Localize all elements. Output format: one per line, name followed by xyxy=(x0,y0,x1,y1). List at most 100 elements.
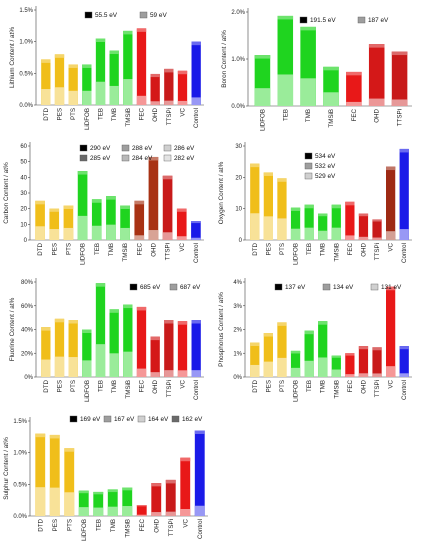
x-tick-label: TMSiB xyxy=(125,380,132,399)
bar-segment xyxy=(68,64,78,105)
bar-segment xyxy=(109,309,119,377)
legend-swatch xyxy=(299,16,308,24)
bar-dtd xyxy=(41,59,51,105)
bar-segment xyxy=(191,320,201,324)
bar-ttspi xyxy=(165,479,176,516)
y-tick-label: 60% xyxy=(21,304,34,310)
legend: 137 eV 134 eV 131 eV xyxy=(274,283,402,291)
bar-segment xyxy=(136,505,147,507)
legend-label: 59 eV xyxy=(150,12,167,19)
bar-segment xyxy=(134,235,145,240)
bar-tmsib xyxy=(323,66,339,106)
bar-segment xyxy=(277,357,287,377)
x-tick-label: PTS xyxy=(279,380,286,392)
legend-label: 191.5 eV xyxy=(310,17,336,24)
x-tick-label: OHD xyxy=(374,108,381,122)
bar-segment xyxy=(176,208,187,240)
legend-label: 282 eV xyxy=(174,155,195,162)
bar-segment xyxy=(109,309,119,313)
bar-segment xyxy=(64,448,75,516)
bar-ohd xyxy=(150,336,160,377)
legend: 55.5 eV 59 eV xyxy=(84,11,167,19)
bar-segment xyxy=(250,213,260,240)
bar-segment xyxy=(304,330,314,335)
bar-segment xyxy=(391,51,408,56)
bar-segment xyxy=(68,320,78,377)
bar-segment xyxy=(263,333,273,337)
panel-7: 0.0% 0.5% 1.0% 1.5% Sulphur Content / at% DTD… xyxy=(3,415,208,541)
bar-segment xyxy=(399,148,409,240)
x-tick-label: FEC xyxy=(347,242,354,255)
bar-pes xyxy=(263,172,273,240)
bar-segment xyxy=(122,506,133,516)
legend-swatch xyxy=(163,154,172,162)
bar-segment xyxy=(304,360,314,377)
bar-segment xyxy=(263,361,273,377)
bar-segment xyxy=(191,97,201,105)
bar-segment xyxy=(277,74,294,106)
x-tick-label: TTSPi xyxy=(397,109,404,126)
bar-segment xyxy=(399,346,409,377)
bar-segment xyxy=(82,360,92,377)
x-tick-label: PTS xyxy=(65,243,72,255)
bar-teb xyxy=(93,491,104,516)
bar-segment xyxy=(346,71,362,106)
bar-segment xyxy=(318,357,328,377)
legend-swatch xyxy=(139,11,148,19)
legend-label: 532 eV xyxy=(315,163,336,170)
bar-segment xyxy=(345,374,355,377)
bar-ohd xyxy=(358,346,369,377)
x-tick-label: TMSiB xyxy=(333,380,340,399)
x-tick-label: PTS xyxy=(66,519,73,531)
bar-segment xyxy=(386,166,396,171)
bar-segment xyxy=(399,373,409,377)
bar-ohd xyxy=(150,73,160,105)
bar-tmsib xyxy=(331,204,341,240)
x-tick-label: OHD xyxy=(150,242,157,256)
y-tick-label: 10 xyxy=(20,222,27,228)
bar-segment xyxy=(78,490,89,494)
bar-fec xyxy=(136,505,147,516)
x-tick-label: TTSPi xyxy=(374,243,381,260)
bar-segment xyxy=(358,346,369,377)
bar-segment xyxy=(49,229,60,240)
bar-segment xyxy=(49,434,60,516)
bar-segment xyxy=(95,344,106,377)
bar-segment xyxy=(331,227,341,240)
bar-segment xyxy=(35,433,46,516)
x-tick-label: DTD xyxy=(37,242,44,255)
bar-segment xyxy=(277,178,287,182)
bar-tmsib xyxy=(123,30,133,105)
legend-label: 55.5 eV xyxy=(95,12,118,19)
bar-segment xyxy=(123,304,133,377)
bar-segment xyxy=(63,205,74,209)
x-tick-label: Control xyxy=(193,243,200,263)
legend-swatch xyxy=(137,415,146,423)
bar-segment xyxy=(82,329,92,377)
bar-segment xyxy=(64,448,75,452)
bar-tmsib xyxy=(122,487,133,516)
bar-dtd xyxy=(35,200,45,240)
x-tick-label: FEC xyxy=(136,242,143,255)
x-tick-label: VC xyxy=(179,242,186,251)
x-tick-label: FEC xyxy=(139,379,146,392)
x-tick-label: TTSPi xyxy=(374,380,381,397)
x-tick-label: TEB xyxy=(306,380,313,392)
y-tick-label: 60 xyxy=(20,144,27,150)
bar-segment xyxy=(136,505,147,516)
x-tick-label: TTSPi xyxy=(166,380,173,397)
x-tick-label: OHD xyxy=(153,518,160,532)
bar-segment xyxy=(136,306,147,311)
bar-vc xyxy=(386,286,396,377)
bar-segment xyxy=(164,320,174,377)
y-axis-label: Carbon Content / at% xyxy=(3,162,10,224)
bar-segment xyxy=(277,178,287,240)
bar-segment xyxy=(41,327,51,331)
bar-segment xyxy=(263,172,273,240)
bar-segment xyxy=(358,236,369,240)
bar-segment xyxy=(106,196,116,200)
legend-swatch xyxy=(121,144,130,152)
bar-tmb xyxy=(109,50,119,105)
bar-segment xyxy=(35,487,46,516)
